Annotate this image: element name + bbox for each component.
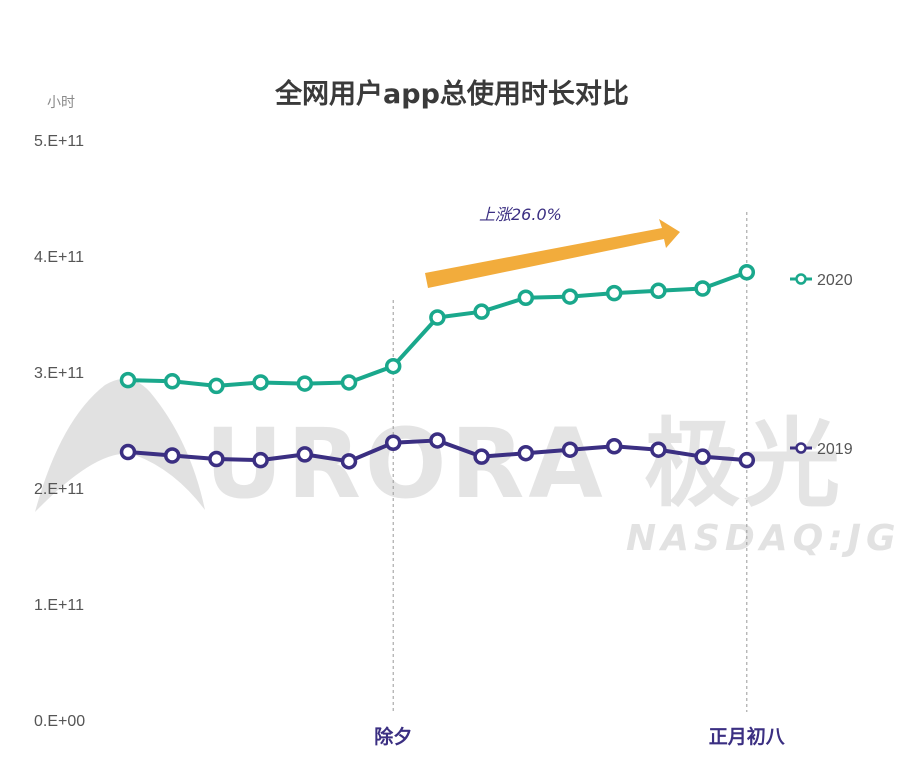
data-point-2019	[340, 453, 358, 470]
data-point-2019	[429, 432, 446, 449]
data-point-2019	[738, 451, 756, 469]
legend-label-2019: 2019	[817, 441, 853, 458]
data-point-2019	[208, 450, 225, 468]
y-axis-ticks: 5.E+11 4.E+11 3.E+11 2.E+11 1.E+11 0.E+00	[34, 133, 85, 730]
data-point-2019	[296, 446, 314, 463]
data-point-2019	[650, 441, 667, 458]
growth-annotation-text: 上涨26.0%	[479, 205, 562, 224]
watermark-sub-text: NASDAQ:JG	[626, 518, 901, 559]
data-point-2019	[473, 448, 490, 465]
data-point-2019	[119, 443, 137, 461]
data-point-2020	[473, 303, 490, 320]
growth-arrow	[425, 219, 680, 288]
data-point-2020	[384, 357, 402, 375]
x-tick-label: 正月初八	[709, 725, 786, 748]
chart-title: 全网用户app总使用时长对比	[274, 78, 629, 110]
data-point-2019	[252, 451, 269, 469]
data-point-2020	[429, 309, 446, 326]
y-tick-label: 1.E+11	[34, 597, 84, 614]
data-point-2020	[694, 280, 711, 297]
data-point-2020	[517, 289, 535, 307]
data-point-2020	[296, 375, 314, 392]
data-point-2019	[694, 448, 711, 465]
x-tick-label: 除夕	[374, 725, 412, 748]
y-tick-label: 4.E+11	[34, 249, 84, 266]
watermark-logo-shape	[35, 378, 205, 512]
data-point-2020	[605, 284, 623, 302]
data-point-2019	[561, 441, 579, 458]
legend: 2020 2019	[790, 272, 853, 458]
watermark-main-text: URORA 极光	[205, 408, 844, 520]
data-point-2019	[605, 437, 623, 455]
data-point-2020	[208, 377, 225, 395]
watermark: URORA 极光 NASDAQ:JG	[35, 378, 901, 559]
data-point-2019	[517, 444, 535, 462]
data-point-2020	[340, 374, 358, 391]
data-point-2019	[163, 447, 181, 464]
data-point-2020	[561, 288, 579, 305]
data-point-2019	[384, 434, 402, 452]
data-point-2020	[738, 263, 756, 281]
y-tick-label: 2.E+11	[34, 481, 84, 498]
series-layer	[119, 263, 756, 470]
legend-swatch-marker	[795, 442, 807, 454]
x-axis-ticks: 除夕 正月初八	[374, 725, 786, 748]
y-tick-label: 3.E+11	[34, 365, 84, 382]
legend-swatch-marker	[795, 273, 807, 285]
growth-annotation: 上涨26.0%	[425, 205, 680, 288]
legend-label-2020: 2020	[817, 272, 853, 289]
data-point-2020	[119, 371, 137, 389]
data-point-2020	[650, 282, 667, 300]
y-tick-label: 0.E+00	[34, 713, 85, 730]
y-axis-unit-label: 小时	[47, 95, 75, 111]
data-point-2020	[252, 374, 269, 391]
y-tick-label: 5.E+11	[34, 133, 84, 150]
data-point-2020	[163, 373, 181, 390]
